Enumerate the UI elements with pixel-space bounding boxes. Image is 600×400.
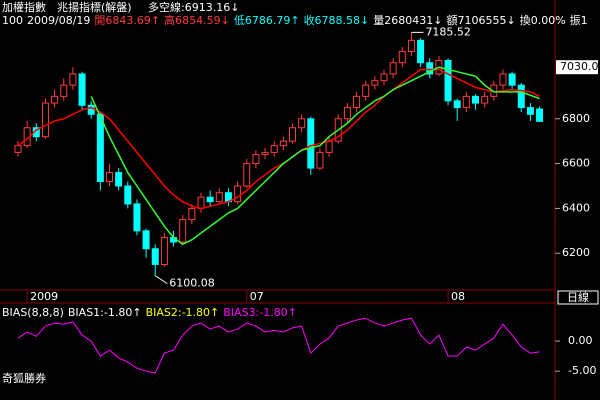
info-item: 收6788.58↓ xyxy=(304,13,370,27)
candle-body xyxy=(151,248,159,265)
candle-body xyxy=(243,163,251,187)
info-item: 額7106555↓ xyxy=(447,14,516,27)
candle-body xyxy=(426,62,434,75)
x-tick-label: 08 xyxy=(451,290,465,303)
candle-body xyxy=(41,102,49,138)
candle-body xyxy=(289,127,296,142)
candle-body xyxy=(60,84,68,97)
candle-body xyxy=(279,140,287,147)
candle-body xyxy=(188,207,196,221)
candle-body xyxy=(371,80,379,86)
candle-body xyxy=(270,145,278,153)
candle-body xyxy=(142,230,150,250)
chart-subtitle: 兆揚指標(解盤) xyxy=(57,0,132,14)
info-item: 換0.00% xyxy=(520,14,566,27)
info-item: 量2680431↓ xyxy=(373,14,442,27)
candle-body xyxy=(462,95,470,109)
y-tick-label: 6800 xyxy=(562,112,590,125)
candle-body xyxy=(115,172,123,187)
candle-body xyxy=(362,84,370,97)
candle-body xyxy=(206,196,214,203)
footer: 奇狐勝券 xyxy=(2,371,46,385)
annotation: 多空線:6913.16↓ xyxy=(148,0,239,14)
y-tick-label: 6200 xyxy=(562,246,590,259)
candle-body xyxy=(87,104,95,115)
candle-body xyxy=(325,140,333,153)
high-annotation: 7185.52 xyxy=(425,25,471,38)
period-box xyxy=(557,290,599,305)
period-label: 日線 xyxy=(567,290,589,304)
legend-entry: BIAS2:-1.80↑ xyxy=(146,306,220,319)
info-item: 低6786.79↑ xyxy=(234,14,300,27)
candle-body xyxy=(407,39,415,53)
y-tick-label: 0.00 xyxy=(568,334,593,347)
info-item: 高6854.59↓ xyxy=(164,13,230,27)
candle-body xyxy=(380,73,388,82)
bias-title: BIAS(8,8,8) xyxy=(2,306,64,319)
candle-body xyxy=(298,118,306,129)
candle-body xyxy=(160,237,168,265)
x-tick-label: 2009 xyxy=(30,290,58,303)
candle-body xyxy=(307,118,315,169)
legend-entry: BIAS3:-1.80↑ xyxy=(223,306,297,319)
candle-body xyxy=(526,107,534,115)
y-tick-label: -5.00 xyxy=(568,364,596,377)
candle-body xyxy=(252,154,260,165)
candle-body xyxy=(197,196,205,209)
candle-body xyxy=(536,108,544,122)
candle-body xyxy=(78,73,86,106)
candle-body xyxy=(133,203,141,232)
candle-body xyxy=(124,185,132,205)
candle-body xyxy=(69,73,77,86)
candle-body xyxy=(51,95,59,104)
candle-body xyxy=(14,145,22,153)
info-item: 100 xyxy=(2,14,23,27)
info-line: 100 2009/08/19 開6843.69↑ 高6854.59↓ 低6786.79↑… xyxy=(2,13,588,27)
candle-body xyxy=(508,73,516,86)
candle-body xyxy=(472,95,479,104)
candle-body xyxy=(234,185,242,203)
cursor-box xyxy=(556,60,598,75)
candle-body xyxy=(444,59,452,102)
cursor-label: 7030.0 xyxy=(560,60,599,73)
candle-body xyxy=(106,172,113,183)
candle-body xyxy=(499,73,507,86)
candle-body xyxy=(96,113,104,183)
candle-body xyxy=(517,84,525,109)
candle-body xyxy=(215,192,223,203)
candle-body xyxy=(389,62,397,75)
candle-body xyxy=(398,51,406,64)
legend-entry: BIAS1:-1.80↑ xyxy=(68,306,142,319)
y-tick-label: 6400 xyxy=(562,201,590,214)
candle-body xyxy=(481,95,489,104)
x-tick-label: 07 xyxy=(250,290,264,303)
candle-body xyxy=(179,219,187,243)
candle-body xyxy=(353,95,361,109)
candle-body xyxy=(417,39,425,64)
low-pointer xyxy=(154,275,168,285)
candle-body xyxy=(316,151,324,169)
moving-average xyxy=(17,68,540,210)
info-item: 振1 xyxy=(570,13,588,27)
moving-average xyxy=(90,66,540,246)
info-item: 開6843.69↑ xyxy=(94,14,160,27)
bias-header: BIAS(8,8,8) BIAS1:-1.80↑ BIAS2:-1.80↑ BIAS3… xyxy=(2,306,297,319)
y-tick-label: 6600 xyxy=(562,157,590,170)
low-annotation: 6100.08 xyxy=(169,277,215,290)
candle-body xyxy=(453,100,461,109)
candle-body xyxy=(343,107,351,120)
candle-body xyxy=(261,151,269,156)
bias-line xyxy=(17,317,540,374)
info-item: 2009/08/19 xyxy=(27,14,90,27)
chart-title: 加權指數 xyxy=(2,0,46,14)
